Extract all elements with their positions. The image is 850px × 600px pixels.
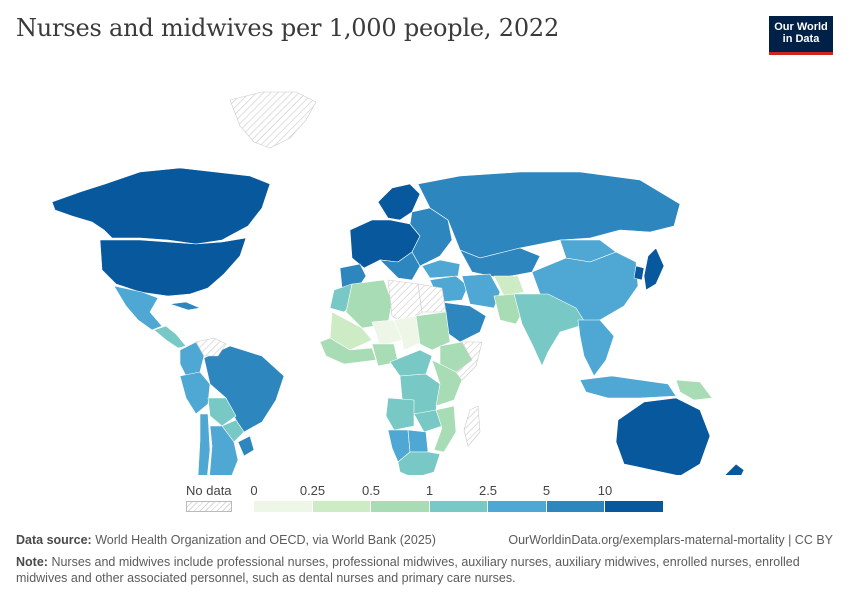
map-legend: No data 0 0.25 0.5 1 2.5 5 10 — [0, 478, 850, 518]
country-greenland[interactable] — [229, 91, 317, 149]
country-australia[interactable] — [615, 397, 711, 475]
note-label: Note: — [16, 555, 48, 569]
country-canada[interactable] — [51, 167, 271, 245]
country-japan[interactable] — [643, 247, 665, 291]
legend-color-bin[interactable] — [546, 501, 605, 512]
legend-tick-label: 0.5 — [361, 483, 381, 498]
citation-url[interactable]: OurWorldinData.org/exemplars-maternal-mo… — [508, 533, 833, 547]
legend-color-bin[interactable] — [605, 501, 664, 512]
country-bolivia[interactable] — [207, 397, 237, 427]
country-mali[interactable] — [329, 311, 373, 351]
country-botswana[interactable] — [407, 429, 429, 453]
legend-color-bin[interactable] — [429, 501, 488, 512]
legend-color-bin[interactable] — [312, 501, 371, 512]
world-map[interactable] — [0, 80, 850, 475]
country-iberia[interactable] — [339, 263, 367, 289]
country-turkey[interactable] — [421, 259, 461, 279]
legend-tick-label: 1 — [425, 483, 434, 498]
country-brazil[interactable] — [203, 345, 285, 433]
data-source: Data source: World Health Organization a… — [16, 533, 436, 547]
country-kazakhstan[interactable] — [459, 247, 541, 279]
legend-no-data-label: No data — [186, 483, 232, 498]
country-sudan[interactable] — [415, 311, 451, 351]
legend-tick-label: 0 — [250, 483, 258, 498]
country-argentina[interactable] — [208, 425, 239, 475]
country-central-america[interactable] — [153, 325, 187, 349]
legend-color-bin[interactable] — [488, 501, 547, 512]
country-cuba[interactable] — [169, 301, 201, 311]
country-venezuela[interactable] — [195, 337, 227, 357]
country-central-africa[interactable] — [389, 349, 433, 377]
legend-color-bin[interactable] — [371, 501, 430, 512]
country-southeast-asia[interactable] — [577, 319, 615, 377]
country-new-zealand[interactable] — [708, 463, 745, 475]
legend-color-bin[interactable] — [254, 501, 313, 512]
source-text[interactable]: World Health Organization and OECD, via … — [95, 533, 436, 547]
note-text: Nurses and midwives include professional… — [16, 555, 800, 585]
country-west-africa[interactable] — [319, 337, 377, 365]
legend-no-data-swatch[interactable] — [186, 501, 232, 512]
country-madagascar[interactable] — [463, 405, 481, 447]
country-iran[interactable] — [461, 273, 501, 309]
owid-logo[interactable]: Our World in Data — [769, 16, 833, 55]
country-angola[interactable] — [385, 397, 415, 431]
country-mexico[interactable] — [113, 285, 163, 331]
legend-tick-label: 10 — [597, 483, 613, 498]
country-east-africa[interactable] — [431, 359, 463, 407]
country-india[interactable] — [513, 293, 587, 367]
legend-arrow-icon — [650, 501, 662, 512]
country-united-states[interactable] — [99, 237, 247, 297]
country-indonesia[interactable] — [579, 375, 677, 399]
legend-tick-label: 5 — [542, 483, 551, 498]
chart-note: Note: Nurses and midwives include profes… — [16, 554, 826, 586]
country-afghanistan[interactable] — [493, 275, 525, 297]
country-chile[interactable] — [197, 413, 211, 475]
country-russia[interactable] — [417, 171, 681, 259]
country-nordics[interactable] — [377, 183, 421, 221]
chart-title: Nurses and midwives per 1,000 people, 20… — [16, 14, 560, 42]
country-uruguay[interactable] — [237, 435, 255, 457]
country-egypt[interactable] — [417, 283, 447, 313]
country-south-africa[interactable] — [397, 451, 441, 475]
source-label: Data source: — [16, 533, 92, 547]
country-korea[interactable] — [633, 265, 645, 281]
logo-line-1: Our World — [774, 21, 828, 33]
legend-tick-label: 0.25 — [299, 483, 326, 498]
country-papua-new-guinea[interactable] — [675, 379, 713, 401]
country-peru[interactable] — [179, 371, 211, 415]
country-mozambique[interactable] — [433, 405, 457, 453]
country-chad[interactable] — [393, 315, 423, 351]
legend-tick-label: 2.5 — [478, 483, 498, 498]
logo-line-2: in Data — [782, 33, 820, 45]
